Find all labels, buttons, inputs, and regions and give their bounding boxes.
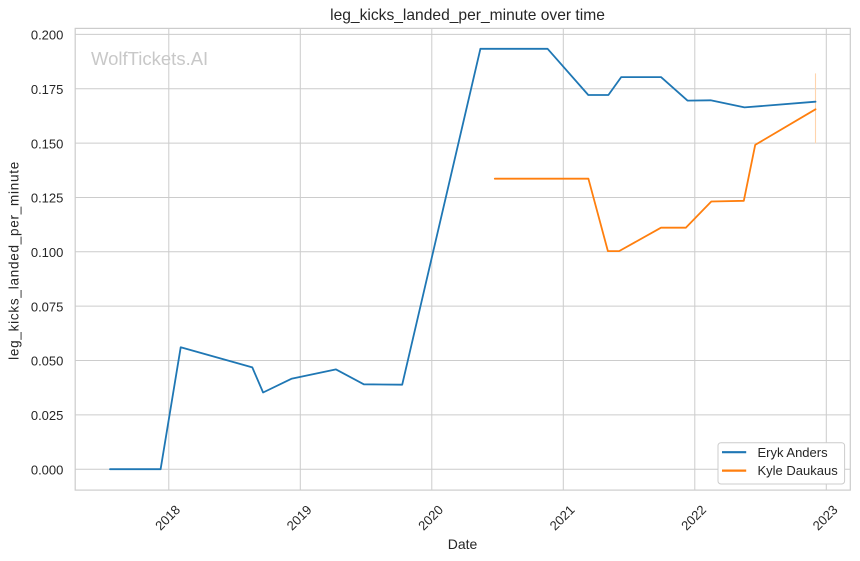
- svg-text:Kyle Daukaus: Kyle Daukaus: [758, 463, 839, 478]
- svg-text:WolfTickets.AI: WolfTickets.AI: [91, 48, 208, 69]
- svg-text:Eryk Anders: Eryk Anders: [758, 445, 829, 460]
- svg-text:2020: 2020: [415, 502, 446, 533]
- svg-text:2018: 2018: [152, 502, 183, 533]
- svg-text:0.025: 0.025: [31, 408, 64, 423]
- svg-text:0.200: 0.200: [31, 28, 64, 43]
- svg-text:0.100: 0.100: [31, 245, 64, 260]
- svg-text:0.000: 0.000: [31, 462, 64, 477]
- svg-text:2021: 2021: [547, 502, 578, 533]
- svg-text:2023: 2023: [810, 502, 841, 533]
- svg-text:2022: 2022: [678, 502, 709, 533]
- svg-text:leg_kicks_landed_per_minute: leg_kicks_landed_per_minute: [7, 161, 22, 360]
- svg-text:0.050: 0.050: [31, 354, 64, 369]
- svg-text:0.150: 0.150: [31, 136, 64, 151]
- svg-text:0.175: 0.175: [31, 82, 64, 97]
- svg-text:0.125: 0.125: [31, 191, 64, 206]
- svg-text:leg_kicks_landed_per_minute ov: leg_kicks_landed_per_minute over time: [330, 7, 605, 24]
- svg-text:2019: 2019: [284, 502, 315, 533]
- svg-text:0.075: 0.075: [31, 299, 64, 314]
- svg-text:Date: Date: [448, 536, 478, 552]
